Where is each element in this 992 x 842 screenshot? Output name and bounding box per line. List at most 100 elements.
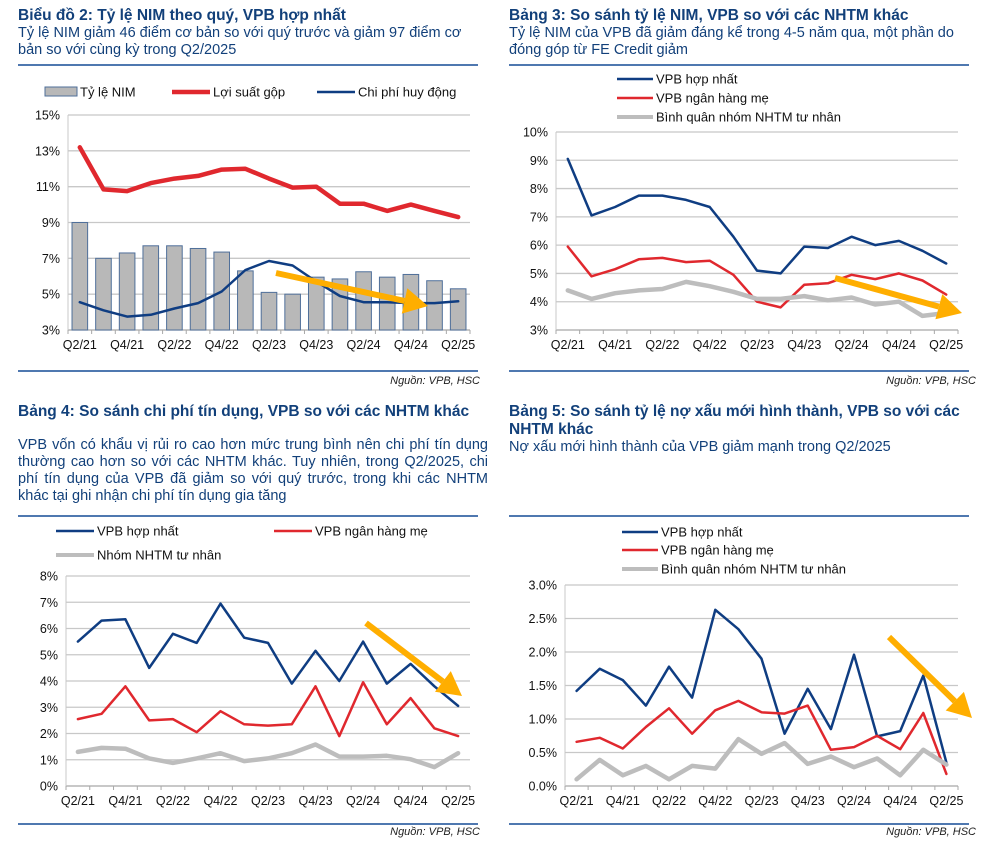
legend-label: VPB hợp nhất <box>656 72 738 87</box>
line-binh-quan-nhom-nhtm-tu-nhan <box>565 279 949 319</box>
chart-subtitle: Nợ xấu mới hình thành của VPB giảm mạnh … <box>509 439 891 455</box>
chart-new-npl: 0.0% 0.5% 1.0% 1.5% 2.0% 2.5% 3.0% Q2/21 Q4/21 Q2… <box>529 525 972 808</box>
chart-title: Bảng 4: So sánh chi phí tín dụng, VPB so… <box>18 403 470 420</box>
legend-label: VPB ngân hàng mẹ <box>656 91 769 106</box>
x-tick-label: Q2/22 <box>156 794 190 808</box>
y-tick-label: 2.5% <box>529 612 558 626</box>
y-tick-label: 15% <box>35 109 60 123</box>
line-vpb-ngan-hang-me <box>566 245 948 309</box>
x-tick-label: Q2/21 <box>61 794 95 808</box>
y-tick-label: 6% <box>530 239 548 253</box>
x-tick-label: Q4/23 <box>787 338 821 352</box>
y-tick-label: 9% <box>42 216 60 230</box>
trend-arrow-shaft <box>886 634 957 704</box>
y-tick-label: 0% <box>40 780 58 794</box>
x-tick-label: Q2/24 <box>837 794 871 808</box>
line-vpb-hop-nhat <box>76 602 460 708</box>
line-vpb-hop-nhat <box>566 157 948 275</box>
x-tick-label: Q2/25 <box>441 794 475 808</box>
bar-ty-le-nim <box>307 276 325 331</box>
legend-label: VPB hợp nhất <box>97 524 179 539</box>
x-tick-label: Q2/25 <box>929 338 963 352</box>
legend-label: Nhóm NHTM tư nhân <box>97 548 221 563</box>
x-tick-label: Q4/21 <box>598 338 632 352</box>
bar-ty-le-nim <box>71 222 89 331</box>
y-tick-label: 0.0% <box>529 780 558 794</box>
x-tick-label: Q4/24 <box>883 794 917 808</box>
chart-subtitle: Tỷ lệ NIM giảm 46 điểm cơ bản so với quý… <box>18 25 462 58</box>
legend-label: Chi phí huy động <box>358 85 456 100</box>
x-tick-label: Q2/25 <box>441 338 475 352</box>
y-tick-label: 8% <box>530 182 548 196</box>
bar-ty-le-nim <box>189 247 207 331</box>
x-tick-label: Q4/24 <box>394 794 428 808</box>
trend-arrow-head <box>945 691 972 718</box>
x-tick-label: Q2/24 <box>835 338 869 352</box>
line-vpb-ngan-hang-me <box>76 681 460 738</box>
bar-ty-le-nim <box>166 245 183 331</box>
divider <box>18 823 478 825</box>
x-tick-label: Q2/25 <box>929 794 963 808</box>
y-tick-label: 4% <box>40 675 58 689</box>
bar-ty-le-nim <box>118 252 136 331</box>
y-tick-label: 2% <box>40 727 58 741</box>
trend-arrow-shaft <box>834 275 940 310</box>
bar-ty-le-nim <box>260 291 278 331</box>
y-tick-label: 9% <box>530 154 548 168</box>
trend-arrow-head <box>935 294 962 320</box>
divider <box>18 515 478 517</box>
x-tick-label: Q2/22 <box>645 338 679 352</box>
source-note: Nguồn: VPB, HSC <box>390 826 480 838</box>
y-tick-label: 1.5% <box>529 679 558 693</box>
y-tick-label: 1.0% <box>529 713 558 727</box>
y-tick-label: 3% <box>40 701 58 715</box>
source-note: Nguồn: VPB, HSC <box>390 375 480 387</box>
x-tick-label: Q4/22 <box>205 338 239 352</box>
x-tick-label: Q4/22 <box>203 794 237 808</box>
panel-nim-quarterly: Biểu đồ 2: Tỷ lệ NIM theo quý, VPB hợp n… <box>18 0 488 66</box>
legend-label: Tỷ lệ NIM <box>80 85 136 100</box>
x-tick-label: Q2/21 <box>551 338 585 352</box>
x-tick-label: Q2/24 <box>347 338 381 352</box>
x-tick-label: Q2/21 <box>63 338 97 352</box>
divider <box>509 823 969 825</box>
divider <box>18 64 478 66</box>
panel-new-npl: Bảng 5: So sánh tỷ lệ nợ xấu mới hình th… <box>509 396 979 517</box>
legend-label: VPB hợp nhất <box>661 525 743 540</box>
line-vpb-ngan-hang-me <box>575 699 948 776</box>
x-tick-label: Q4/21 <box>108 794 142 808</box>
bar-ty-le-nim <box>142 245 160 331</box>
bar-ty-le-nim <box>426 280 443 331</box>
y-tick-label: 3.0% <box>529 579 558 593</box>
chart-credit-cost: 0% 1% 2% 3% 4% 5% 6% 7% 8% Q2/21 Q4/21 Q2/22 Q4/22 Q2… <box>40 524 475 809</box>
y-tick-label: 4% <box>530 295 548 309</box>
line-loi-suat-gop <box>77 145 461 220</box>
line-nhom-nhtm-tu-nhan <box>75 742 461 770</box>
x-tick-label: Q2/23 <box>744 794 778 808</box>
chart-nim-quarterly: 3% 5% 7% 9% 11% 13% 15% Q2/21 Q4/21 Q2/22 Q4/22 Q2/… <box>35 85 475 353</box>
y-tick-label: 10% <box>523 126 548 140</box>
chart-title: Bảng 3: So sánh tỷ lệ NIM, VPB so với cá… <box>509 7 909 24</box>
legend-label: Lợi suất gộp <box>213 85 285 100</box>
x-tick-label: Q2/22 <box>652 794 686 808</box>
bar-ty-le-nim <box>284 293 301 331</box>
x-tick-label: Q4/24 <box>882 338 916 352</box>
trend-arrow-head <box>435 671 462 696</box>
bar-ty-le-nim <box>237 270 254 331</box>
x-tick-label: Q2/23 <box>252 338 286 352</box>
y-tick-label: 0.5% <box>529 746 558 760</box>
x-tick-label: Q4/23 <box>298 794 332 808</box>
x-tick-label: Q2/23 <box>251 794 285 808</box>
line-binh-quan-nhom-nhtm-tu-nhan <box>574 736 949 782</box>
panel-nim-comparison: Bảng 3: So sánh tỷ lệ NIM, VPB so với cá… <box>509 0 979 66</box>
y-tick-label: 7% <box>42 252 60 266</box>
legend-label: Bình quân nhóm NHTM tư nhân <box>656 110 841 125</box>
y-tick-label: 3% <box>42 324 60 338</box>
line-chi-phi-huy-dong <box>78 259 460 318</box>
legend-label: Bình quân nhóm NHTM tư nhân <box>661 562 846 577</box>
x-tick-label: Q4/24 <box>394 338 428 352</box>
y-tick-label: 5% <box>530 267 548 281</box>
y-tick-label: 2.0% <box>529 646 558 660</box>
legend-label: VPB ngân hàng mẹ <box>661 543 774 558</box>
chart-title: Biểu đồ 2: Tỷ lệ NIM theo quý, VPB hợp n… <box>18 7 346 24</box>
